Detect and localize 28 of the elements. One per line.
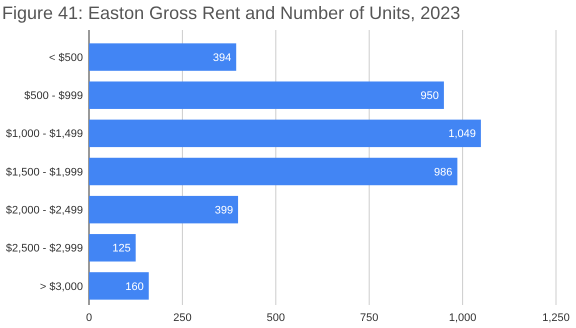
bar bbox=[89, 196, 238, 224]
x-tick-label: 1,250 bbox=[542, 312, 570, 324]
bar bbox=[89, 43, 236, 71]
y-tick-label: $1,500 - $1,999 bbox=[6, 166, 83, 178]
bar bbox=[89, 272, 149, 300]
data-label: 394 bbox=[212, 52, 232, 64]
y-tick-label: < $500 bbox=[49, 52, 83, 64]
x-tick-label: 250 bbox=[173, 312, 192, 324]
bar bbox=[89, 120, 481, 148]
y-tick-label: > $3,000 bbox=[40, 280, 83, 293]
chart-title: Figure 41: Easton Gross Rent and Number of Units, 2023 bbox=[2, 3, 460, 23]
bar bbox=[89, 81, 444, 109]
x-tick-label: 500 bbox=[266, 312, 285, 324]
bar bbox=[89, 158, 458, 186]
y-tick-label: $1,000 - $1,499 bbox=[6, 128, 83, 140]
y-tick-label: $2,000 - $2,499 bbox=[6, 204, 83, 216]
x-tick-label: 1,000 bbox=[448, 312, 476, 324]
data-label: 399 bbox=[214, 204, 234, 216]
bar bbox=[89, 234, 136, 262]
x-tick-label: 0 bbox=[86, 312, 92, 324]
data-label: 986 bbox=[434, 166, 452, 178]
data-label: 950 bbox=[420, 90, 439, 102]
data-label: 1,049 bbox=[448, 128, 476, 140]
x-tick-label: 750 bbox=[360, 312, 378, 324]
data-label: 160 bbox=[125, 280, 144, 293]
y-tick-label: $2,500 - $2,999 bbox=[6, 242, 83, 255]
y-tick-label: $500 - $999 bbox=[24, 90, 83, 102]
data-label: 125 bbox=[112, 242, 131, 255]
